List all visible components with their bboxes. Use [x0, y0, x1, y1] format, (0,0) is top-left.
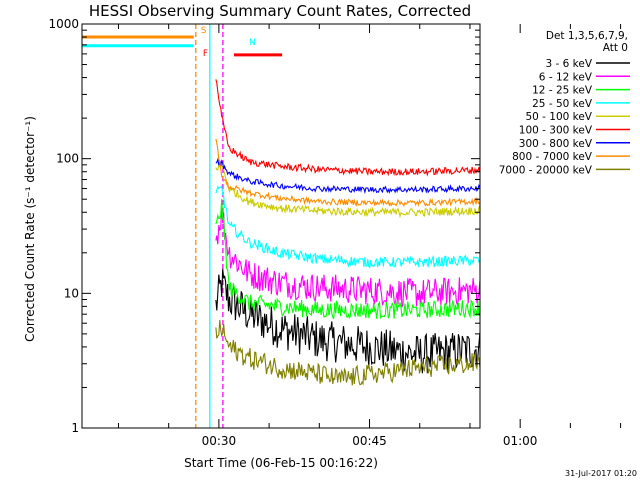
legend-label-6: 300 - 800 keV: [519, 138, 593, 150]
plot-inner: [82, 24, 480, 428]
series-line-5: [215, 79, 480, 177]
legend-label-0: 3 - 6 keV: [545, 58, 592, 70]
series-line-0: [215, 268, 480, 374]
y-tick-label-1: 10: [64, 286, 79, 300]
x-tick-label-2: 01:00: [503, 434, 538, 448]
series-line-7: [215, 138, 480, 207]
series-line-4: [215, 162, 480, 219]
series-line-3: [215, 184, 480, 269]
legend-header-0: Det 1,3,5,6,7,9,: [546, 30, 628, 42]
y-tick-label-0: 1: [71, 421, 79, 435]
legend-label-5: 100 - 300 keV: [519, 125, 593, 137]
series-line-1: [215, 204, 480, 308]
plot-area: S N F: [82, 24, 480, 428]
y-axis-label: Corrected Count Rate (s⁻¹ detector⁻¹): [23, 116, 37, 342]
legend-label-1: 6 - 12 keV: [539, 71, 593, 83]
legend-label-4: 50 - 100 keV: [525, 111, 592, 123]
y-tick-label-3: 1000: [48, 17, 79, 31]
x-tick-label-0: 00:30: [202, 434, 237, 448]
y-tick-label-2: 100: [56, 152, 79, 166]
series-line-8: [215, 319, 480, 386]
legend-label-7: 800 - 7000 keV: [512, 151, 593, 163]
series-line-6: [215, 157, 480, 195]
state-marker-s: S: [201, 26, 207, 36]
chart-title: HESSI Observing Summary Count Rates, Cor…: [89, 2, 471, 20]
legend-header-1: Att 0: [603, 42, 628, 54]
legend-label-3: 25 - 50 keV: [532, 98, 593, 110]
state-marker-n: N: [249, 38, 256, 48]
plot-frame: [81, 23, 481, 429]
legend-label-2: 12 - 25 keV: [532, 85, 593, 97]
date-stamp: 31-Jul-2017 01:20: [565, 469, 637, 478]
x-axis-label: Start Time (06-Feb-15 00:16:22): [184, 456, 378, 470]
x-tick-label-1: 00:45: [352, 434, 387, 448]
series-line-2: [215, 198, 480, 320]
legend-label-8: 7000 - 20000 keV: [499, 164, 593, 176]
state-marker-f: F: [203, 49, 208, 59]
